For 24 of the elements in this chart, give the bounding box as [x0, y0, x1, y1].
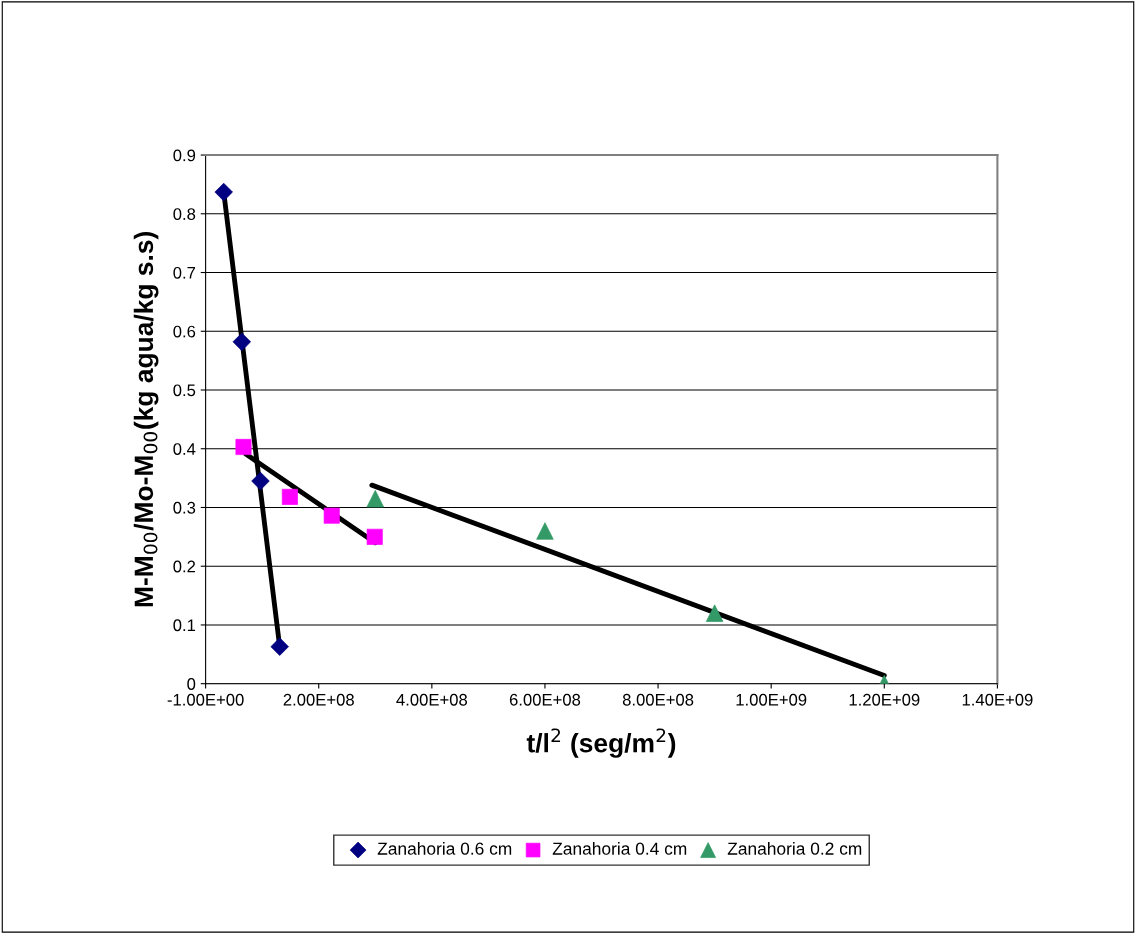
x-tick-label: 8.00E+08 [622, 693, 694, 706]
y-tick-label: 0.3 [173, 501, 196, 514]
x-tick-label: 4.00E+08 [396, 693, 468, 706]
x-axis-title: t/l$^{2}$ (seg/m$^{2}$) [526, 728, 676, 758]
x-tick-label: 6.00E+08 [509, 693, 581, 706]
x-tick-label: 1.40E+09 [962, 693, 1033, 706]
x-tick-label: 1.20E+09 [849, 693, 920, 706]
x-tick-label: 2.00E+08 [283, 693, 354, 706]
y-tick-label: 0.2 [173, 560, 196, 573]
y-tick-label: 0.7 [173, 266, 196, 279]
legend-label: Zanahoria 0.4 cm [552, 842, 687, 855]
y-tick-label: 0.8 [173, 208, 196, 220]
y-tick-label: 0.1 [173, 619, 196, 632]
y-tick-label: 0.4 [173, 443, 196, 455]
y-axis-title: M-M$_{00}$/Mo-M$_{00}$(kg agua/kg s.s) [133, 232, 159, 607]
y-tick-label: 0.5 [173, 384, 196, 397]
y-tick-label: 0.6 [173, 325, 196, 338]
y-tick-label: 0.9 [173, 149, 196, 162]
x-tick-label: -1.00E+00 [167, 693, 244, 706]
y-tick-label: 0 [187, 678, 196, 690]
point [214, 182, 233, 202]
x-tick-label: 1.00E+09 [736, 693, 807, 706]
legend-label: Zanahoria 0.2 cm [727, 842, 862, 855]
legend-label: Zanahoria 0.6 cm [377, 842, 512, 855]
